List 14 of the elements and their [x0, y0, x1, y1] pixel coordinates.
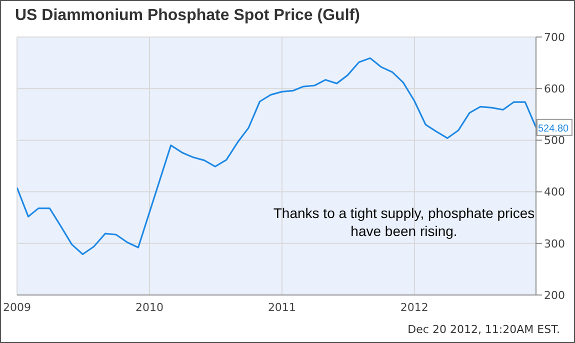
y-tick-label: 400: [544, 186, 565, 199]
annotation: Thanks to a tight supply, phosphate prices have been rising.: [273, 204, 535, 240]
data-label: 524.80: [538, 123, 570, 134]
y-tick-label: 200: [544, 288, 565, 302]
x-tick-label: 2010: [135, 300, 164, 314]
y-tick-label: 300: [544, 237, 565, 250]
text: Dec 20 2012, 11:20AM EST.: [408, 323, 560, 336]
x-tick-label: 2011: [268, 300, 296, 314]
chart-title: US Diammonium Phosphate Spot Price (Gulf): [15, 7, 360, 25]
y-tick-label: 600: [544, 82, 565, 96]
y-tick-label: 700: [544, 30, 565, 44]
x-tick-label: 2012: [400, 300, 428, 314]
y-tick-label: 500: [544, 134, 565, 148]
x-tick-label: 2009: [3, 300, 31, 314]
